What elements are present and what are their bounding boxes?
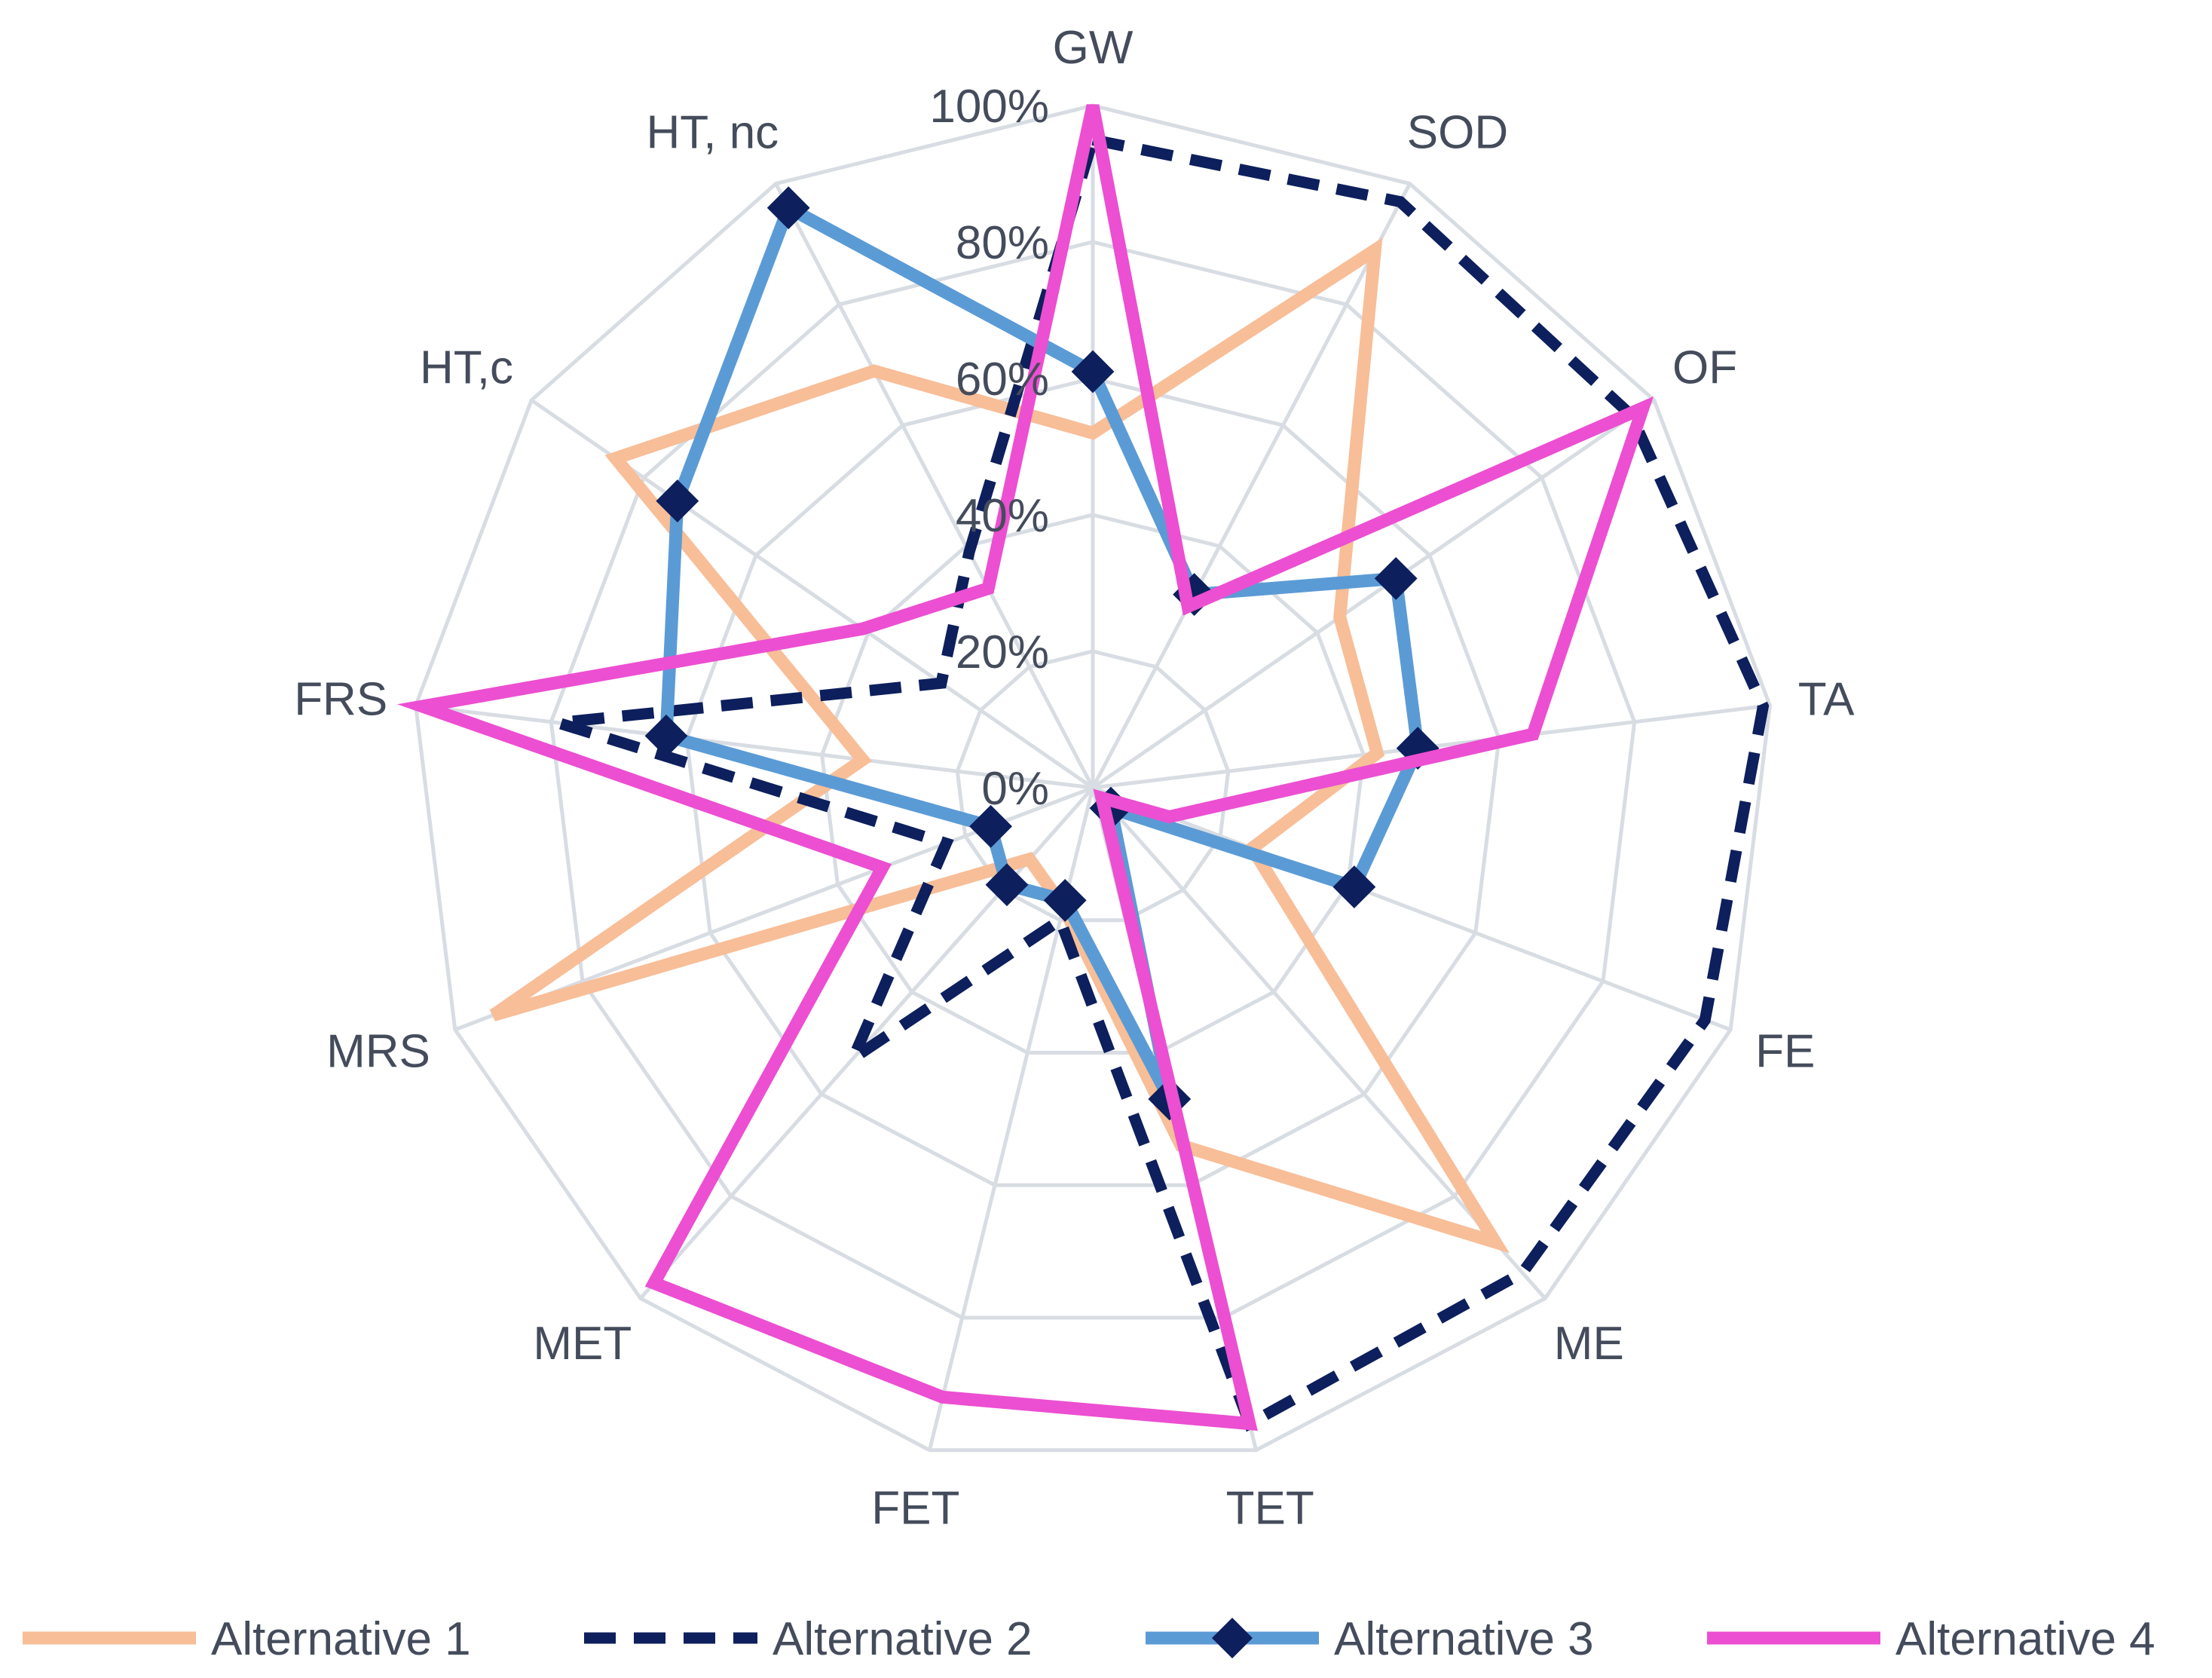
legend-marker-3 bbox=[1212, 1618, 1253, 1658]
legend-label-1: Alternative 1 bbox=[211, 1613, 471, 1665]
category-label-1: GW bbox=[1053, 22, 1134, 74]
grid-ring-4 bbox=[549, 240, 1637, 1320]
series-marker-3-13 bbox=[766, 186, 810, 230]
series-line-3 bbox=[659, 198, 1424, 1102]
series-line-2 bbox=[556, 133, 1770, 1432]
legend: Alternative 1 Alternative 2 Alternative 3 A… bbox=[23, 1613, 2155, 1665]
series-marker-3-9 bbox=[985, 863, 1029, 907]
series-marker-3-1 bbox=[1071, 350, 1115, 393]
grid-ring-1 bbox=[955, 649, 1231, 923]
grid-spoke-3 bbox=[1091, 398, 1656, 790]
legend-label-4: Alternative 4 bbox=[1895, 1613, 2155, 1665]
radial-tick-label-2: 40% bbox=[956, 490, 1049, 542]
category-label-6: ME bbox=[1554, 1318, 1624, 1370]
grid-spoke-13 bbox=[774, 182, 1095, 789]
category-label-12: HT,c bbox=[420, 342, 513, 394]
category-label-2: SOD bbox=[1407, 107, 1508, 159]
series-lines bbox=[397, 104, 1770, 1432]
legend-label-3: Alternative 3 bbox=[1334, 1613, 1594, 1665]
grid-spoke-5 bbox=[1092, 785, 1732, 1032]
series-marker-3-5 bbox=[1332, 865, 1376, 909]
category-label-8: FET bbox=[871, 1482, 959, 1534]
grid-ring-5 bbox=[414, 103, 1772, 1453]
category-label-11: FRS bbox=[294, 674, 387, 726]
legend-label-2: Alternative 2 bbox=[773, 1613, 1033, 1665]
category-label-13: HT, nc bbox=[646, 107, 779, 159]
series-marker-3-12 bbox=[656, 479, 699, 523]
series-marker-3-10 bbox=[969, 804, 1013, 848]
grid-ring-2 bbox=[820, 513, 1366, 1055]
grid-spoke-2 bbox=[1091, 182, 1412, 789]
category-label-5: FE bbox=[1755, 1026, 1815, 1078]
radial-axis-tick-labels: 0% 20% 40% 60% 80% 100% bbox=[929, 81, 1049, 815]
series-line-1 bbox=[489, 237, 1510, 1254]
series-marker-3-11 bbox=[644, 714, 688, 758]
series-line-4 bbox=[397, 104, 1654, 1432]
radial-tick-label-1: 20% bbox=[956, 626, 1049, 678]
radial-tick-label-4: 80% bbox=[956, 217, 1049, 269]
radial-tick-label-5: 100% bbox=[929, 81, 1049, 133]
category-label-4: TA bbox=[1798, 674, 1855, 726]
series-marker-3-8 bbox=[1043, 878, 1087, 922]
category-label-9: MET bbox=[533, 1318, 632, 1370]
category-label-10: MRS bbox=[326, 1026, 430, 1078]
grid-spoke-11 bbox=[415, 703, 1094, 790]
category-labels: GW SOD OF TA FE ME TET FET MET MRS FRS HT,c HT, nc bbox=[294, 22, 1855, 1534]
series-marker-3-3 bbox=[1374, 556, 1418, 600]
grid-spoke-6 bbox=[1091, 786, 1547, 1300]
grid-ring-3 bbox=[684, 376, 1501, 1187]
category-label-7: TET bbox=[1226, 1482, 1314, 1534]
radial-tick-label-3: 60% bbox=[956, 354, 1049, 406]
category-label-3: OF bbox=[1672, 342, 1737, 394]
radial-tick-label-0: 0% bbox=[981, 763, 1049, 815]
